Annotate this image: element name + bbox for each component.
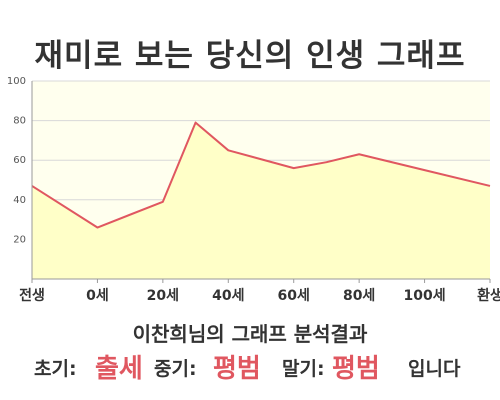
x-tick-label-5: 80세 [343,288,375,304]
page-title: 재미로 보는 당신의 인생 그래프 [34,38,466,74]
mid-label: 중기: [154,358,197,380]
result-title: 이찬희님의 그래프 분석결과 [132,322,368,346]
late-label: 말기: [282,358,325,380]
y-tick-label-0: 20 [13,234,26,245]
x-tick-label-0: 전생 [19,287,45,304]
x-tick-label-4: 60세 [278,288,310,304]
y-tick-label-4: 100 [7,76,26,87]
ending-text: 입니다 [408,358,461,380]
early-value: 출세 [95,354,143,384]
area-fill [32,122,490,279]
late-value: 평범 [332,354,380,384]
mid-value: 평범 [213,354,261,384]
y-tick-label-3: 80 [13,116,26,127]
life-graph-chart: 20 40 60 80 100 전생 0세 20세 40세 60세 80세 100세 환생 [7,76,500,304]
x-tick-label-3: 40세 [212,288,244,304]
x-tick-label-1: 0세 [86,288,109,304]
x-tick-label-7: 환생 [477,287,500,304]
early-label: 초기: [34,358,77,380]
y-tick-label-1: 40 [13,195,26,206]
y-tick-label-2: 60 [13,155,26,166]
x-tick-label-2: 20세 [147,288,179,304]
result-summary: 초기: 출세 중기: 평범 말기: 평범 입니다 [0,350,500,384]
x-tick-label-6: 100세 [404,288,446,304]
series-line [31,121,491,229]
